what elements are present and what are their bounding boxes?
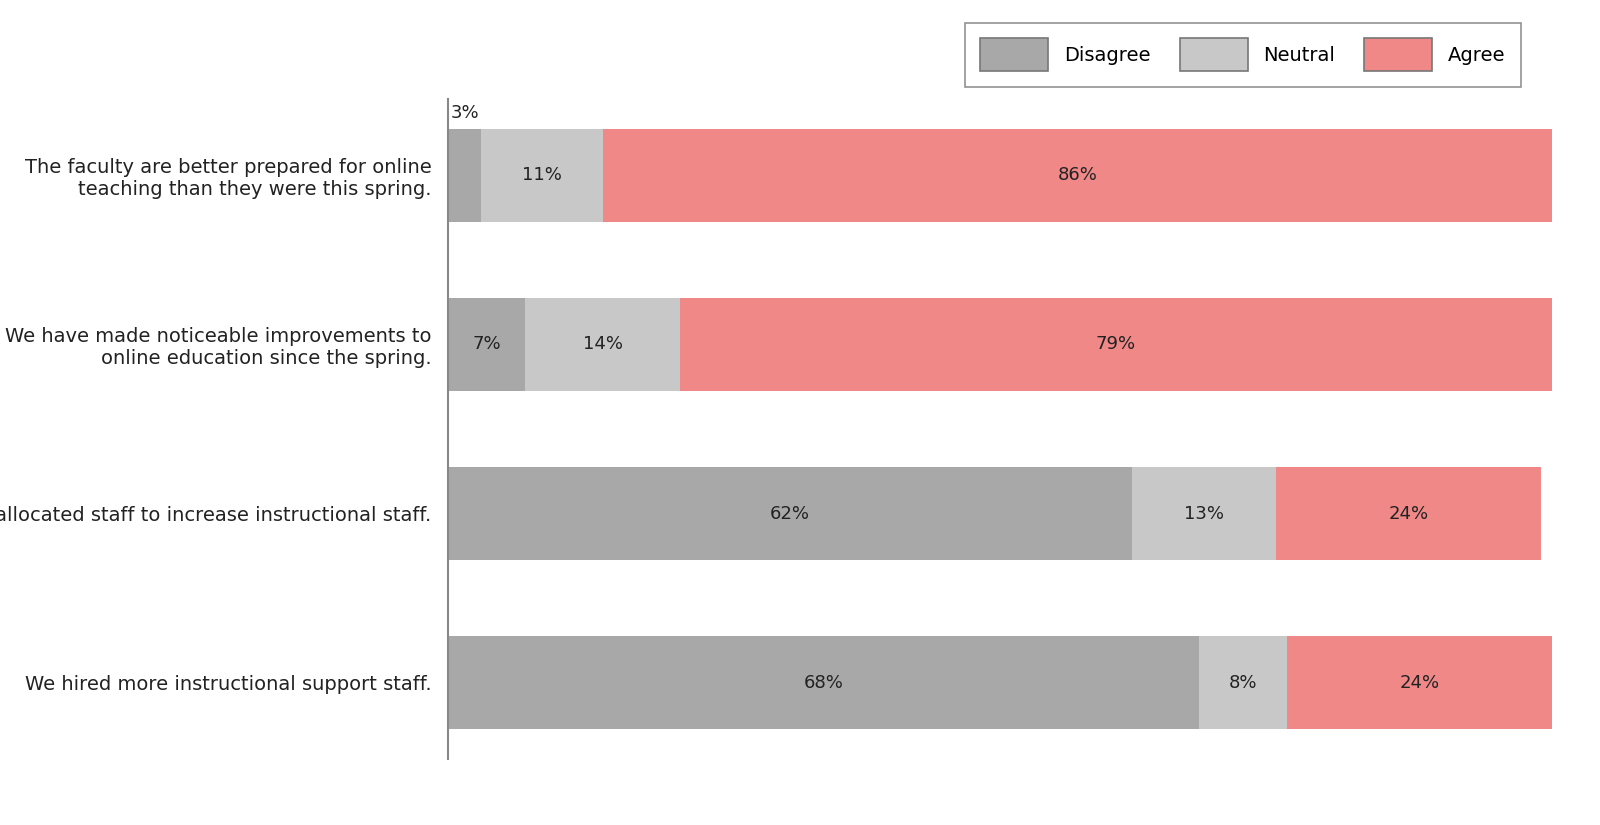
Text: 8%: 8% [1229,673,1258,691]
Text: 11%: 11% [522,167,562,185]
Text: 86%: 86% [1058,167,1098,185]
Bar [1277,467,1541,560]
Text: 68%: 68% [803,673,843,691]
Legend: Disagree, Neutral, Agree: Disagree, Neutral, Agree [965,23,1522,87]
Bar [1133,467,1277,560]
Bar [448,129,482,222]
Text: 62%: 62% [770,505,810,522]
Bar [1286,636,1552,729]
Bar [448,636,1198,729]
Text: 7%: 7% [472,336,501,353]
Text: 14%: 14% [582,336,622,353]
Text: 24%: 24% [1389,505,1429,522]
Bar [482,129,603,222]
Text: 3%: 3% [450,104,478,122]
Bar [448,298,525,391]
Bar [525,298,680,391]
Bar [680,298,1552,391]
Text: 13%: 13% [1184,505,1224,522]
Text: 79%: 79% [1096,336,1136,353]
Text: 24%: 24% [1400,673,1440,691]
Bar [1198,636,1286,729]
Bar [448,467,1133,560]
Bar [603,129,1552,222]
